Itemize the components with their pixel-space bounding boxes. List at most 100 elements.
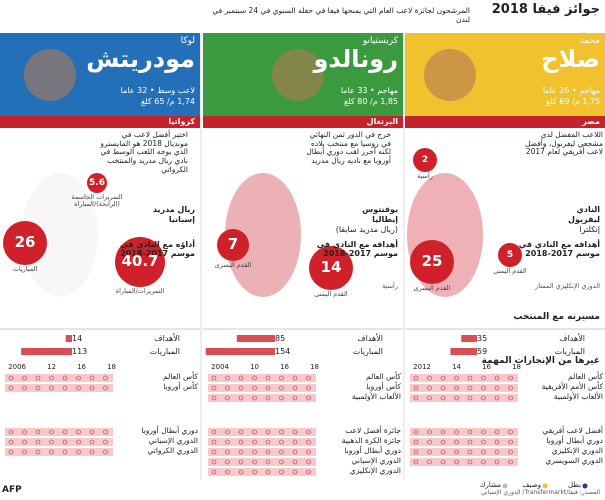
honour-dot	[103, 385, 108, 391]
stat-value: 7	[227, 235, 239, 253]
honour-row	[410, 374, 518, 382]
credit: AFP	[2, 485, 22, 495]
honour-row	[208, 428, 316, 436]
honour-dot	[265, 385, 271, 391]
national-value: 14	[72, 334, 83, 343]
honour-dot	[454, 395, 459, 401]
honour-dot	[481, 395, 486, 401]
player-head	[272, 49, 324, 101]
honour-dot	[292, 429, 298, 435]
honour-dot	[467, 375, 473, 381]
league: رأسية	[382, 282, 398, 290]
honour-dot	[22, 449, 27, 455]
player-info: مهاجم • 33 عاما	[340, 86, 398, 95]
honour-dot	[494, 395, 500, 401]
honour-dot	[62, 449, 68, 455]
year-label: 2006	[8, 363, 26, 371]
national-bar	[236, 335, 275, 342]
honour-dot	[292, 439, 298, 445]
honour-dot	[508, 449, 513, 455]
honour-dot	[440, 385, 446, 391]
honour-label: كأس أوروبا	[366, 382, 401, 391]
honour-dot	[481, 385, 486, 391]
honour-dot	[454, 459, 459, 465]
honour-label: الدوري الإنكليزي	[551, 446, 603, 455]
honour-dot	[76, 375, 81, 381]
honour-row	[410, 394, 518, 402]
stat-circle	[413, 148, 437, 172]
national-bar	[461, 335, 477, 342]
honour-dot	[292, 459, 298, 465]
player-info: 1,85 م/ 80 كلغ	[344, 97, 398, 106]
honour-row	[5, 374, 113, 382]
club-label: النادي	[576, 205, 600, 214]
player-head	[24, 49, 76, 101]
stat-value: 5	[506, 250, 514, 260]
honour-dot	[508, 459, 513, 465]
honour-dot	[211, 375, 217, 381]
stat-label: القدم اليمنى	[314, 290, 348, 298]
honour-dot	[279, 429, 284, 435]
national-value: 85	[275, 334, 286, 343]
stat-label: رأسية	[417, 172, 433, 180]
honour-dot	[35, 375, 41, 381]
honour-dot	[467, 385, 473, 391]
national-value: 113	[72, 347, 88, 356]
honour-dot	[265, 395, 271, 401]
honour-dot	[252, 469, 257, 475]
honour-label: دوري أبطال أوروبا	[546, 436, 603, 445]
legend-dot	[582, 483, 588, 489]
honour-dot	[427, 375, 432, 381]
honour-dot	[413, 439, 419, 445]
honour-label: كأس العالم	[568, 372, 603, 381]
year-label: 18	[107, 363, 116, 371]
honour-row	[208, 394, 316, 402]
year-label: 2004	[211, 363, 229, 371]
stat-value: 25	[421, 252, 443, 270]
honour-dot	[252, 375, 257, 381]
honour-dot	[252, 385, 257, 391]
honour-label: جائزة الكرة الذهبية	[341, 436, 401, 445]
national-bar	[65, 335, 72, 342]
honour-dot	[467, 439, 473, 445]
honour-dot	[292, 469, 298, 475]
honour-dot	[454, 449, 459, 455]
year-label: 12	[47, 363, 56, 371]
honour-dot	[292, 375, 298, 381]
country: مصر	[582, 117, 600, 126]
honour-dot	[49, 449, 54, 455]
honour-dot	[265, 459, 271, 465]
honour-dot	[252, 459, 257, 465]
honour-row	[410, 428, 518, 436]
honour-dot	[306, 375, 311, 381]
honour-dot	[8, 375, 14, 381]
honour-dot	[225, 459, 230, 465]
title: جوائز فيفا 2018	[491, 2, 600, 17]
honour-dot	[481, 459, 486, 465]
honour-row	[208, 468, 316, 476]
honour-dot	[225, 375, 230, 381]
stat-circle	[217, 229, 249, 261]
honour-label: كأس الأمم الأفريقية	[541, 382, 603, 391]
honour-dot	[22, 429, 27, 435]
honour-dot	[427, 439, 432, 445]
player-last-name: صلاح	[541, 45, 600, 73]
club: ليفربول	[568, 215, 600, 224]
club-label: ريال مدريد	[152, 205, 195, 214]
honour-row	[5, 448, 113, 456]
honour-dot	[427, 459, 432, 465]
national-label: الأهداف	[559, 334, 585, 343]
stat-label: القدم اليسرى	[413, 284, 451, 292]
player-figure	[225, 173, 301, 297]
year-label: 14	[452, 363, 461, 371]
honour-dot	[22, 439, 27, 445]
honour-dot	[413, 375, 419, 381]
honour-dot	[454, 439, 459, 445]
honour-dot	[494, 375, 500, 381]
honour-label: كأس العالم	[163, 372, 198, 381]
bio: اللاعب المفضل لدى مشجعي ليفربول، وأفضل ل…	[525, 130, 603, 157]
stat-circle	[3, 221, 47, 265]
honour-dot	[454, 385, 459, 391]
honour-dot	[306, 429, 311, 435]
